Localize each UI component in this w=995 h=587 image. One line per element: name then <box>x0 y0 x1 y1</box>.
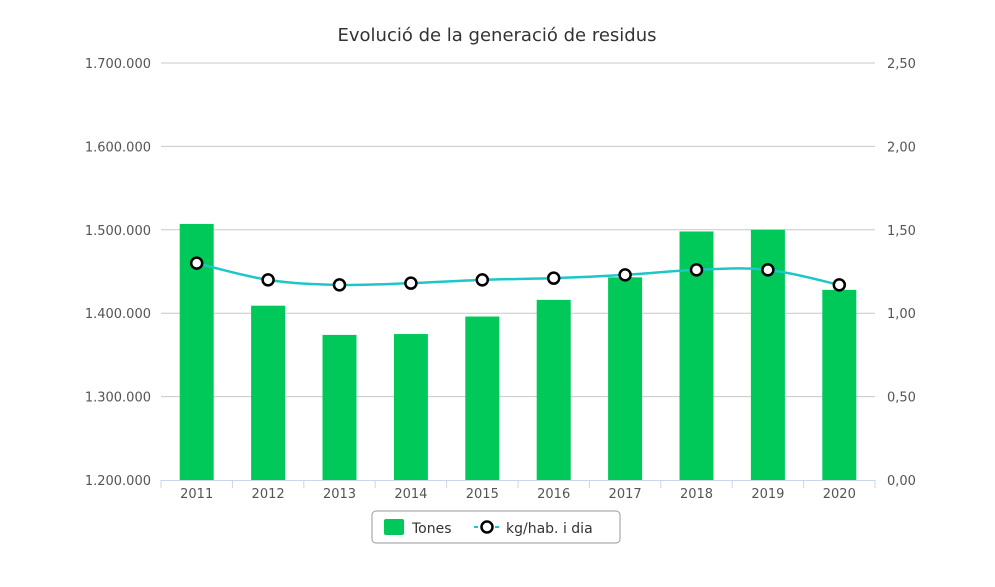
legend-tones-swatch[interactable] <box>384 519 404 535</box>
kg-point-2017[interactable] <box>618 268 632 282</box>
bar-tones-2017[interactable] <box>608 277 643 480</box>
right-tick-label: 2,00 <box>887 140 916 155</box>
kg-point-2020[interactable] <box>832 278 847 292</box>
kg-line-path[interactable] <box>196 261 840 287</box>
kg-point-2014[interactable] <box>404 276 418 290</box>
legend-kg-marker[interactable] <box>480 520 494 534</box>
left-tick-label: 1.700.000 <box>85 57 151 72</box>
x-tick-label: 2017 <box>609 487 642 502</box>
kg-point-2015[interactable] <box>475 273 490 287</box>
left-tick-label: 1.400.000 <box>85 307 151 322</box>
bar-tones-2013[interactable] <box>322 334 357 480</box>
bar-tones-2015[interactable] <box>465 316 500 480</box>
bar-tones-2014[interactable] <box>393 334 428 480</box>
kg-point-2016[interactable] <box>546 271 561 285</box>
bar-tones-2012[interactable] <box>251 305 286 480</box>
right-axis: 0,00 0,50 1,00 1,50 2,00 2,50 <box>887 57 916 489</box>
left-tick-label: 1.200.000 <box>85 474 151 489</box>
x-tick-label: 2013 <box>323 487 356 502</box>
x-tick-label: 2018 <box>680 487 713 502</box>
right-tick-label: 1,00 <box>887 307 916 322</box>
kg-point-2018[interactable] <box>689 263 704 277</box>
x-tick-label: 2015 <box>466 487 499 502</box>
x-tick-label: 2011 <box>180 487 213 502</box>
tones-bars[interactable] <box>179 223 857 480</box>
kg-point-2019[interactable] <box>761 263 775 277</box>
right-tick-label: 1,50 <box>887 224 916 239</box>
left-axis: 1.200.000 1.300.000 1.400.000 1.500.000 1.60… <box>85 57 151 489</box>
legend-kg-label[interactable]: kg/hab. i dia <box>506 521 593 537</box>
left-tick-label: 1.500.000 <box>85 224 151 239</box>
kg-point-2011[interactable] <box>189 256 204 270</box>
chart-title: Evolució de la generació de residus <box>338 25 657 46</box>
right-tick-label: 2,50 <box>887 57 916 72</box>
left-tick-label: 1.600.000 <box>85 140 151 155</box>
bar-tones-2016[interactable] <box>536 299 571 480</box>
x-tick-label: 2016 <box>537 487 570 502</box>
kg-point-2013[interactable] <box>332 278 347 292</box>
x-axis: 2011 2012 2013 2014 2015 2016 2017 2018 2019 2020 <box>160 480 876 502</box>
legend[interactable]: Tones kg/hab. i dia <box>371 510 621 544</box>
left-tick-label: 1.300.000 <box>85 391 151 406</box>
x-tick-label: 2019 <box>751 487 784 502</box>
legend-tones-label[interactable]: Tones <box>411 521 452 537</box>
x-tick-label: 2020 <box>823 487 856 502</box>
right-tick-label: 0,00 <box>887 474 916 489</box>
right-tick-label: 0,50 <box>887 391 916 406</box>
bar-tones-2020[interactable] <box>822 289 857 480</box>
x-tick-label: 2014 <box>394 487 427 502</box>
kg-point-2012[interactable] <box>261 273 275 287</box>
kg-line-series[interactable] <box>189 256 847 292</box>
x-tick-label: 2012 <box>252 487 285 502</box>
